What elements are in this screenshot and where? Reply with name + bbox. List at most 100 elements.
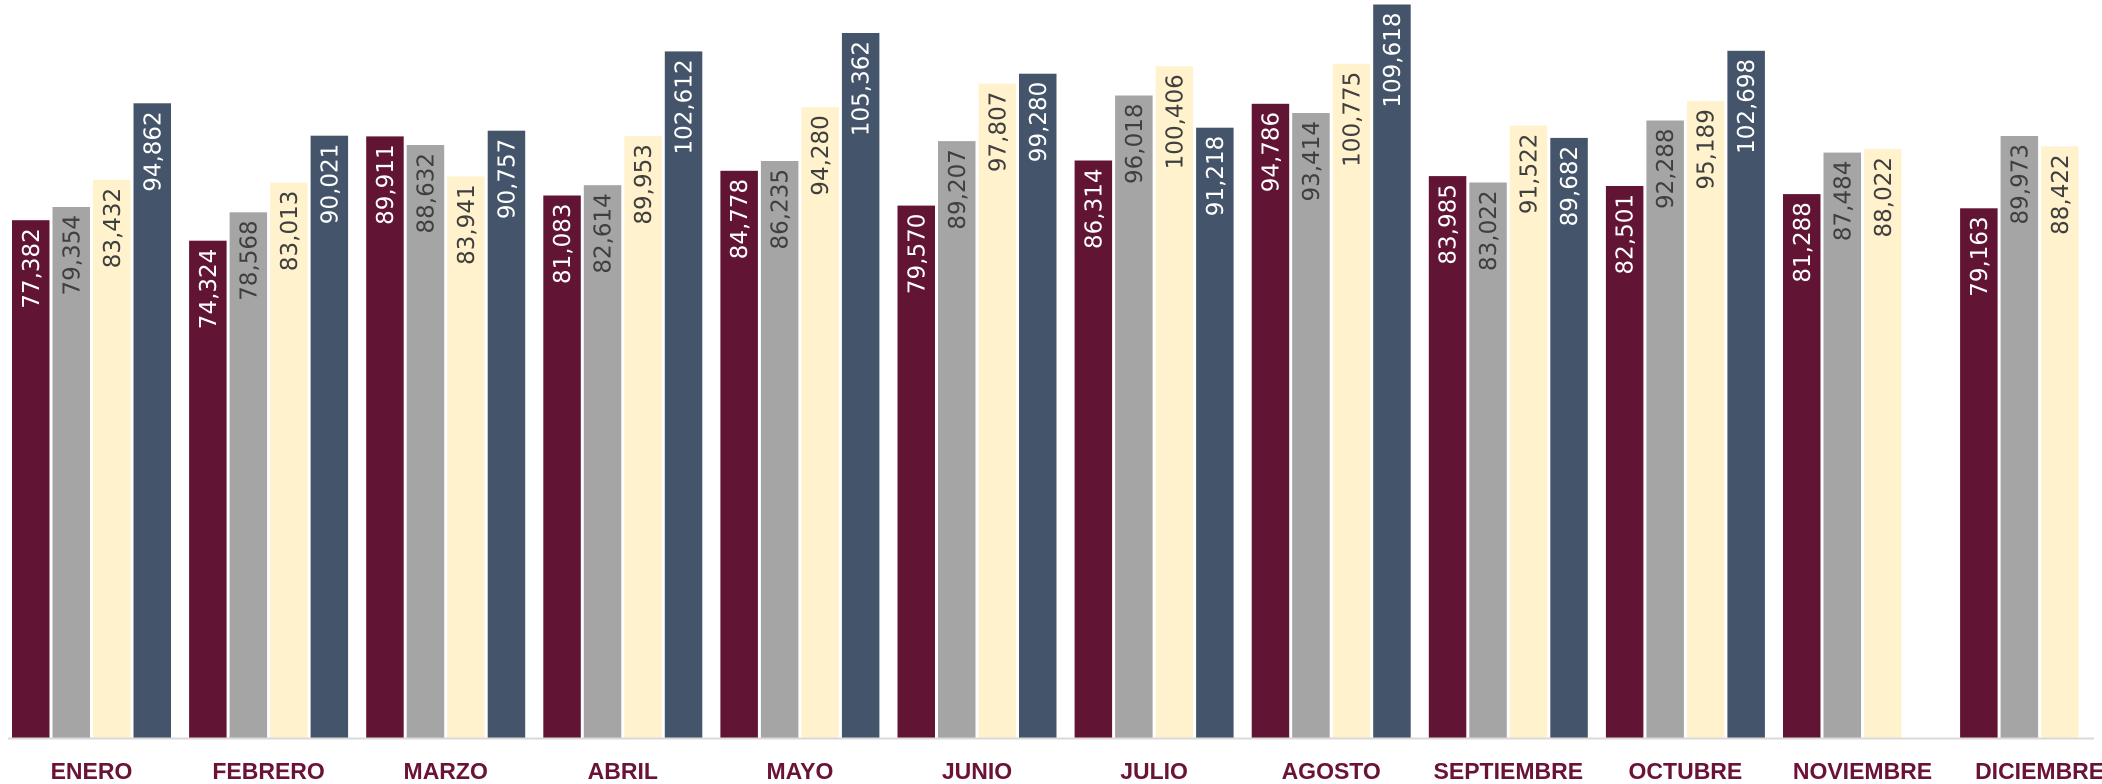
data-label-julio-s3: 100,406	[1162, 74, 1188, 169]
bar-mayo-s1	[720, 170, 758, 739]
data-label-diciembre-s3: 88,422	[2048, 154, 2074, 234]
bar-febrero-s3	[270, 182, 308, 739]
bar-octubre-s3	[1686, 101, 1725, 739]
bar-noviembre-s2	[1823, 152, 1861, 739]
data-label-junio-s3: 97,807	[985, 92, 1011, 172]
bar-julio-s1	[1074, 160, 1113, 738]
data-label-mayo-s2: 86,235	[768, 169, 794, 249]
category-labels: ENERO FEBRERO MARZO ABRIL MAYO JUNIO JULIO AGOS…	[51, 758, 2102, 784]
bar-noviembre-s1	[1783, 194, 1821, 739]
data-label-marzo-s3: 83,941	[454, 184, 480, 264]
data-label-octubre-s3: 95,189	[1694, 109, 1720, 189]
data-label-enero-s1: 77,382	[19, 228, 45, 308]
bar-septiembre-s3	[1509, 125, 1548, 739]
bar-abril-s4	[664, 51, 703, 738]
bar-junio-s3	[978, 83, 1016, 739]
bar-noviembre-s3	[1864, 149, 1902, 738]
data-label-noviembre-s2: 87,484	[1830, 161, 1856, 241]
bar-abril-s1	[543, 195, 581, 738]
data-label-septiembre-s1: 83,985	[1436, 184, 1462, 264]
category-label-noviembre: NOVIEMBRE	[1793, 758, 1932, 784]
bar-diciembre-s1	[1960, 208, 1998, 739]
category-label-marzo: MARZO	[404, 758, 488, 784]
data-label-agosto-s3: 100,775	[1340, 72, 1366, 167]
data-label-abril-s4: 102,612	[672, 59, 698, 154]
data-label-mayo-s4: 105,362	[849, 41, 875, 136]
data-label-enero-s2: 79,354	[59, 215, 85, 295]
data-label-mayo-s3: 94,280	[808, 115, 834, 195]
bar-diciembre-s3	[2041, 146, 2079, 738]
bar-marzo-s3	[447, 176, 485, 738]
bar-mayo-s3	[801, 107, 839, 738]
category-label-agosto: AGOSTO	[1282, 758, 1381, 784]
data-label-septiembre-s4: 89,682	[1557, 146, 1583, 226]
data-label-agosto-s1: 94,786	[1259, 112, 1285, 192]
bar-octubre-s2	[1646, 120, 1684, 738]
bar-julio-s2	[1115, 95, 1153, 738]
bar-septiembre-s4	[1550, 137, 1588, 738]
bar-enero-s2	[52, 207, 90, 738]
data-label-enero-s4: 94,862	[140, 111, 166, 191]
data-label-febrero-s3: 83,013	[277, 191, 303, 271]
data-label-diciembre-s2: 89,973	[2007, 144, 2033, 224]
bar-agosto-s2	[1292, 113, 1330, 738]
bar-enero-s4	[133, 103, 171, 739]
bar-mayo-s4	[841, 33, 880, 738]
data-label-enero-s3: 83,432	[100, 188, 126, 268]
bar-agosto-s1	[1251, 103, 1290, 739]
data-label-marzo-s2: 88,632	[413, 153, 439, 233]
data-label-junio-s2: 89,207	[945, 149, 971, 229]
category-label-diciembre: DICIEMBRE	[1975, 758, 2102, 784]
bar-junio-s1	[897, 205, 935, 739]
data-label-octubre-s1: 82,501	[1613, 194, 1639, 274]
bar-abril-s3	[624, 136, 662, 739]
data-label-noviembre-s1: 81,288	[1790, 202, 1816, 282]
bars-layer: 77,382 79,354 83,432 94,862 74,324 78,568 83,0…	[12, 4, 2079, 739]
category-label-abril: ABRIL	[588, 758, 658, 784]
data-label-junio-s4: 99,280	[1026, 82, 1052, 162]
data-label-agosto-s2: 93,414	[1299, 121, 1325, 201]
data-label-septiembre-s2: 83,022	[1476, 191, 1502, 271]
category-label-febrero: FEBRERO	[212, 758, 324, 784]
bar-abril-s2	[583, 185, 622, 738]
bar-agosto-s3	[1332, 63, 1371, 738]
bar-octubre-s1	[1605, 186, 1644, 738]
data-label-abril-s2: 82,614	[591, 193, 617, 273]
category-label-julio: JULIO	[1120, 758, 1188, 784]
category-label-enero: ENERO	[51, 758, 133, 784]
data-label-octubre-s4: 102,698	[1734, 59, 1760, 154]
data-label-marzo-s1: 89,911	[373, 144, 399, 224]
data-label-febrero-s2: 78,568	[236, 220, 262, 300]
data-label-marzo-s4: 90,757	[495, 139, 521, 219]
bar-octubre-s4	[1727, 50, 1765, 739]
data-label-junio-s1: 79,570	[904, 214, 930, 294]
category-label-mayo: MAYO	[766, 758, 833, 784]
category-label-octubre: OCTUBRE	[1629, 758, 1743, 784]
data-label-diciembre-s1: 79,163	[1967, 216, 1993, 296]
bar-diciembre-s2	[2000, 136, 2039, 738]
bar-septiembre-s1	[1428, 176, 1467, 739]
bar-junio-s2	[938, 141, 976, 739]
data-label-julio-s2: 96,018	[1122, 104, 1148, 184]
data-label-mayo-s1: 84,778	[727, 179, 753, 259]
data-label-julio-s4: 91,218	[1203, 136, 1229, 216]
bar-marzo-s2	[406, 145, 445, 738]
bar-marzo-s1	[366, 136, 404, 738]
bar-junio-s4	[1019, 73, 1057, 738]
bar-julio-s4	[1196, 127, 1234, 738]
data-label-febrero-s1: 74,324	[196, 249, 222, 329]
category-label-junio: JUNIO	[942, 758, 1012, 784]
bar-enero-s1	[12, 220, 50, 738]
bar-febrero-s1	[189, 240, 227, 738]
data-label-septiembre-s3: 91,522	[1517, 134, 1543, 214]
data-label-abril-s1: 81,083	[550, 204, 576, 284]
data-label-octubre-s2: 92,288	[1653, 129, 1679, 209]
bar-mayo-s2	[760, 161, 799, 738]
bar-febrero-s4	[310, 135, 349, 738]
data-label-febrero-s4: 90,021	[317, 144, 343, 224]
bar-agosto-s4	[1373, 4, 1411, 738]
bar-septiembre-s2	[1469, 182, 1507, 738]
data-label-noviembre-s3: 88,022	[1871, 157, 1897, 237]
data-label-julio-s1: 86,314	[1081, 169, 1107, 249]
